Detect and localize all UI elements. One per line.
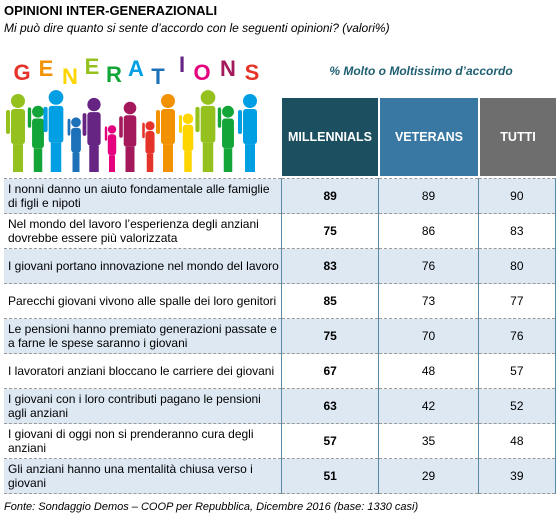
value-millennials: 85 bbox=[280, 283, 380, 319]
value-veterans: 70 bbox=[378, 318, 479, 354]
value-veterans: 89 bbox=[378, 178, 479, 214]
chart-title: OPINIONI INTER-GENERAZIONALI bbox=[4, 3, 218, 18]
row-label: Le pensioni hanno premiato generazioni p… bbox=[4, 318, 282, 354]
chart-subtitle: Mi può dire quanto si sente d’accordo co… bbox=[4, 21, 390, 35]
value-millennials: 83 bbox=[280, 248, 380, 284]
person-silhouette bbox=[82, 97, 101, 172]
illustration-letter: E bbox=[39, 56, 54, 81]
person-silhouette bbox=[27, 105, 44, 172]
person-silhouette bbox=[238, 94, 257, 172]
table-row: I giovani portano innovazione nel mondo … bbox=[4, 248, 557, 284]
source-note: Fonte: Sondaggio Demos – COOP per Repubb… bbox=[4, 501, 419, 513]
illustration-letter: S bbox=[245, 60, 260, 85]
table-row: I giovani con i loro contributi pagano l… bbox=[4, 388, 557, 424]
value-tutti: 80 bbox=[477, 248, 557, 284]
row-label: I lavoratori anziani bloccano le carrier… bbox=[4, 353, 282, 389]
percentage-header: % Molto o Moltissimo d’accordo bbox=[329, 64, 513, 78]
person-silhouette bbox=[195, 90, 216, 172]
value-tutti: 90 bbox=[477, 178, 557, 214]
person-silhouette bbox=[104, 125, 117, 172]
person-silhouette bbox=[142, 121, 155, 172]
value-veterans: 48 bbox=[378, 353, 479, 389]
row-label: Gli anziani hanno una mentalità chiusa v… bbox=[4, 458, 282, 494]
person-silhouette bbox=[217, 105, 234, 172]
table-row: I lavoratori anziani bloccano le carrier… bbox=[4, 353, 557, 389]
row-label: I giovani con i loro contributi pagano l… bbox=[4, 388, 282, 424]
column-header-veterans: VETERANS bbox=[380, 98, 478, 176]
value-veterans: 35 bbox=[378, 423, 479, 459]
person-silhouette bbox=[67, 117, 81, 172]
person-silhouette bbox=[119, 101, 137, 172]
value-veterans: 86 bbox=[378, 213, 479, 249]
people-silhouettes bbox=[6, 90, 257, 172]
table-row: Gli anziani hanno una mentalità chiusa v… bbox=[4, 458, 557, 494]
illustration-letter: G bbox=[13, 60, 30, 85]
value-millennials: 57 bbox=[280, 423, 380, 459]
illustration-letter: A bbox=[128, 56, 144, 81]
opinions-table: I nonni danno un aiuto fondamentale alle… bbox=[4, 178, 557, 494]
value-tutti: 76 bbox=[477, 318, 557, 354]
value-millennials: 89 bbox=[280, 178, 380, 214]
illustration-letter: R bbox=[106, 62, 122, 87]
value-veterans: 42 bbox=[378, 388, 479, 424]
row-label: I nonni danno un aiuto fondamentale alle… bbox=[4, 178, 282, 214]
row-label: I giovani portano innovazione nel mondo … bbox=[4, 248, 282, 284]
value-millennials: 63 bbox=[280, 388, 380, 424]
person-silhouette bbox=[6, 94, 25, 172]
value-tutti: 83 bbox=[477, 213, 557, 249]
table-row: I nonni danno un aiuto fondamentale alle… bbox=[4, 178, 557, 214]
row-label: Nel mondo del lavoro l’esperienza degli … bbox=[4, 213, 282, 249]
value-veterans: 73 bbox=[378, 283, 479, 319]
person-silhouette bbox=[179, 113, 194, 172]
value-tutti: 39 bbox=[477, 458, 557, 494]
table-row: Nel mondo del lavoro l’esperienza degli … bbox=[4, 213, 557, 249]
row-label: I giovani di oggi non si prenderanno cur… bbox=[4, 423, 282, 459]
illustration-letter: N bbox=[220, 56, 236, 81]
illustration-letter: E bbox=[85, 54, 100, 79]
value-tutti: 52 bbox=[477, 388, 557, 424]
table-row: I giovani di oggi non si prenderanno cur… bbox=[4, 423, 557, 459]
illustration-letter: T bbox=[151, 64, 165, 89]
value-veterans: 76 bbox=[378, 248, 479, 284]
table-row: Le pensioni hanno premiato generazioni p… bbox=[4, 318, 557, 354]
person-silhouette bbox=[43, 90, 64, 172]
value-tutti: 48 bbox=[477, 423, 557, 459]
illustration-letter: O bbox=[193, 60, 210, 85]
value-millennials: 75 bbox=[280, 318, 380, 354]
person-silhouette bbox=[156, 94, 175, 172]
value-millennials: 67 bbox=[280, 353, 380, 389]
value-tutti: 77 bbox=[477, 283, 557, 319]
illustration-letter: N bbox=[62, 64, 78, 89]
illustration-letter: I bbox=[179, 52, 185, 77]
column-header-millennials: MILLENNIALS bbox=[282, 98, 378, 176]
value-tutti: 57 bbox=[477, 353, 557, 389]
value-millennials: 75 bbox=[280, 213, 380, 249]
value-millennials: 51 bbox=[280, 458, 380, 494]
column-header-tutti: TUTTI bbox=[480, 98, 556, 176]
row-label: Parecchi giovani vivono alle spalle dei … bbox=[4, 283, 282, 319]
value-veterans: 29 bbox=[378, 458, 479, 494]
table-row: Parecchi giovani vivono alle spalle dei … bbox=[4, 283, 557, 319]
